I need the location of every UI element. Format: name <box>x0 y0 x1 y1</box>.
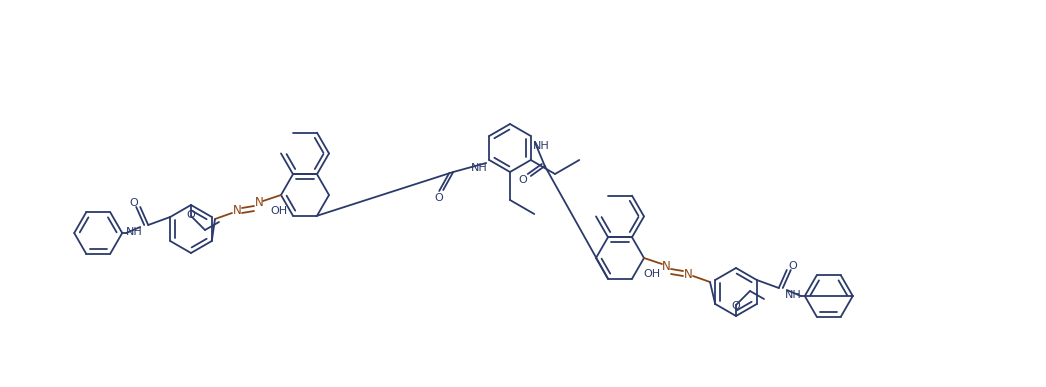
Text: O: O <box>731 301 741 311</box>
Text: NH: NH <box>471 163 487 173</box>
Text: N: N <box>662 260 670 272</box>
Text: O: O <box>789 261 797 271</box>
Text: NH: NH <box>784 290 801 300</box>
Text: OH: OH <box>271 206 288 216</box>
Text: O: O <box>130 198 138 208</box>
Text: NH: NH <box>126 227 142 237</box>
Text: NH: NH <box>532 141 549 151</box>
Text: O: O <box>435 193 444 203</box>
Text: OH: OH <box>643 269 661 279</box>
Text: N: N <box>232 204 242 217</box>
Text: N: N <box>254 197 264 209</box>
Text: O: O <box>519 175 527 185</box>
Text: O: O <box>186 210 196 220</box>
Text: N: N <box>684 267 692 281</box>
